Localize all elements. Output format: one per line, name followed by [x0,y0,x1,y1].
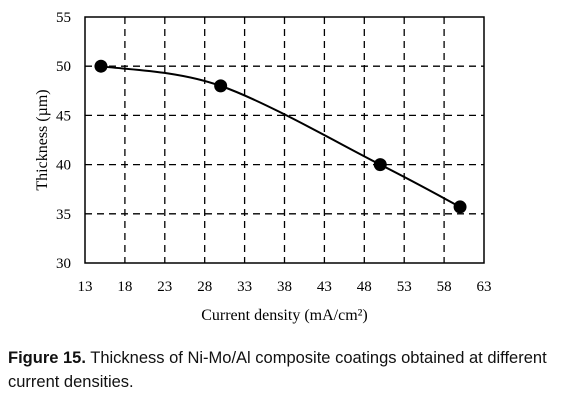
y-tick-label: 50 [56,59,71,75]
data-point [373,158,387,172]
data-point [94,59,108,73]
x-tick-label: 33 [237,279,252,295]
data-points [94,59,467,214]
x-tick-label: 23 [157,279,172,295]
grid-lines [85,17,484,263]
x-axis-title: Current density (mA/cm²) [201,307,368,324]
x-tick-label: 63 [477,279,492,295]
y-tick-label: 55 [56,10,71,26]
caption-label: Figure 15. [8,349,86,367]
x-tick-label: 58 [437,279,452,295]
x-tick-label: 43 [317,279,332,295]
x-tick-label: 13 [78,279,93,295]
plot-frame [84,16,485,264]
y-tick-label: 45 [56,108,71,124]
y-tick-label: 40 [56,158,71,174]
x-tick-labels: 13 18 23 28 33 38 43 48 53 58 63 [78,279,492,295]
chart: 13 18 23 28 33 38 43 48 53 58 63 30 35 40 45 50 55 Curr… [34,10,492,324]
y-tick-label: 35 [56,207,71,223]
x-tick-label: 53 [397,279,412,295]
x-tick-label: 38 [277,279,292,295]
series-line [100,65,461,208]
y-axis-title: Thickness (µm) [34,89,51,190]
x-tick-label: 18 [117,279,132,295]
y-tick-labels: 30 35 40 45 50 55 [56,10,71,272]
x-tick-label: 48 [357,279,372,295]
y-tick-label: 30 [56,256,71,272]
x-tick-label: 28 [197,279,212,295]
data-point [453,200,467,214]
caption-text: Thickness of Ni-Mo/Al composite coatings… [8,349,547,391]
figure-caption: Figure 15. Thickness of Ni-Mo/Al composi… [8,346,556,394]
data-point [214,79,228,93]
